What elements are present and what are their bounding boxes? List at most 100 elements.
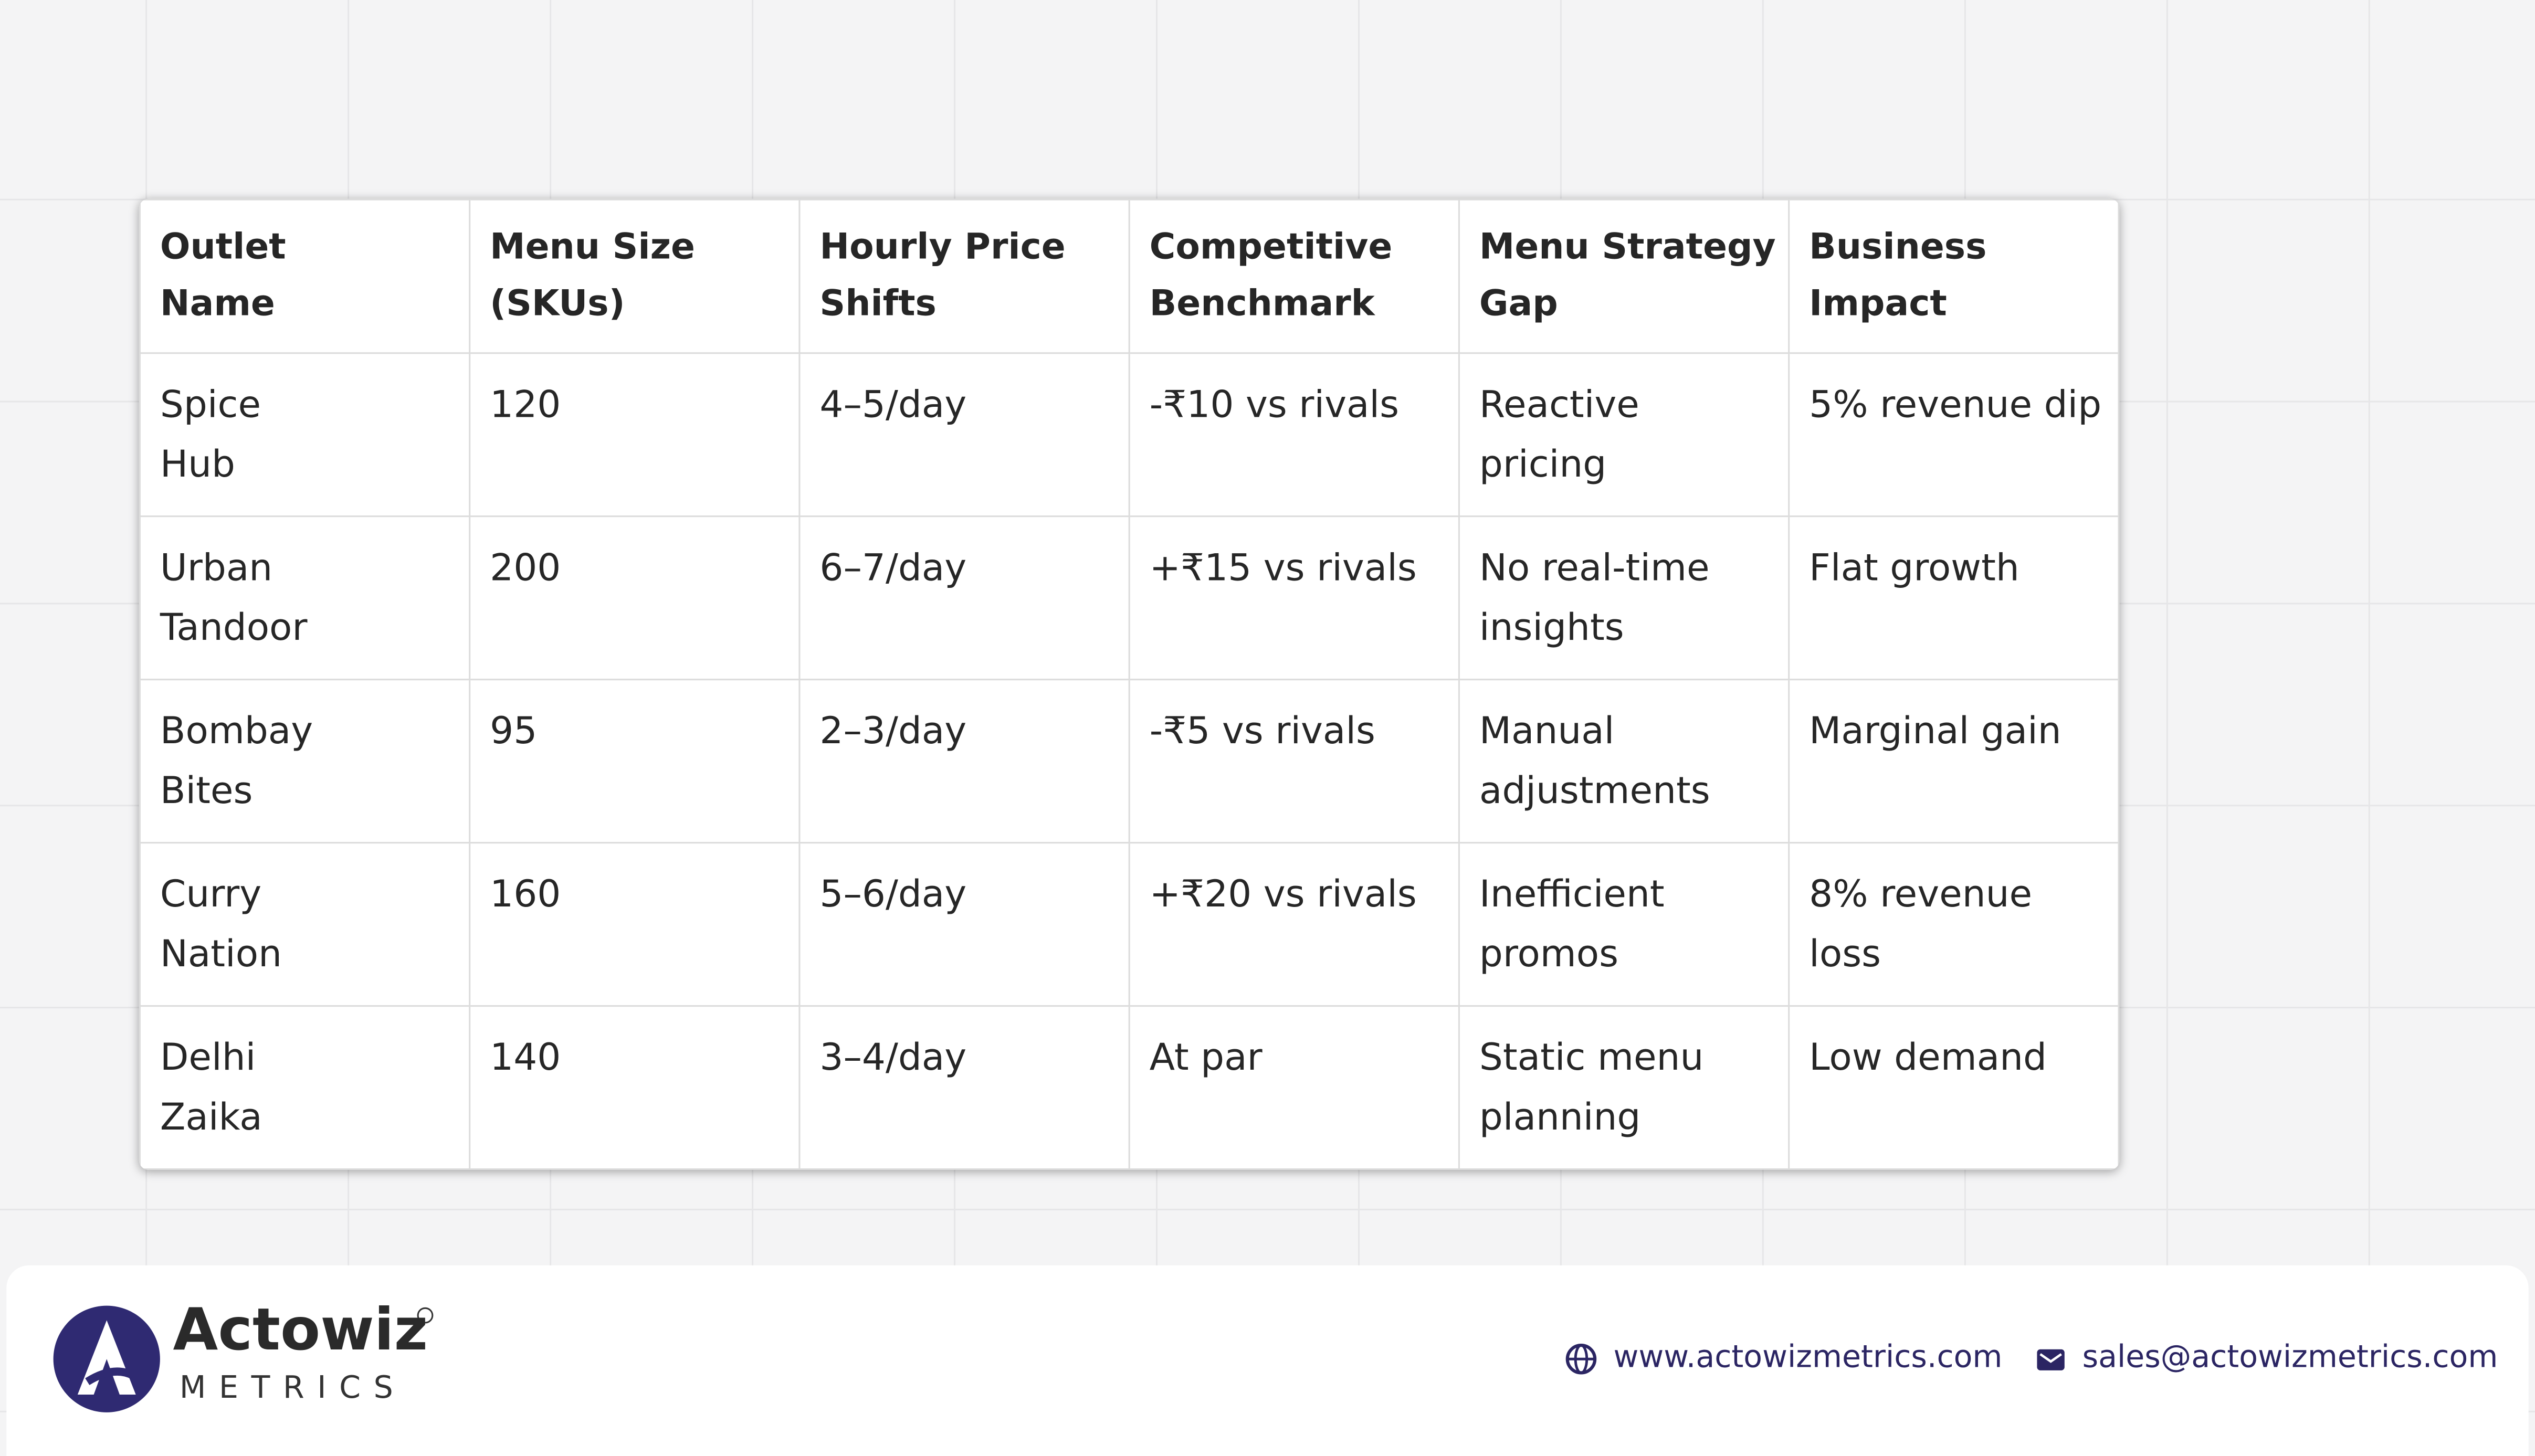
cell-line: Business xyxy=(1809,228,1987,269)
table-row: Bombay Bites 95 2–3/day -₹5 vs rivals Manual a… xyxy=(139,679,2120,844)
cell-line: No real-time xyxy=(1479,547,1710,590)
table-cell: Inefficient promos xyxy=(1458,842,1790,1007)
cell-line: Impact xyxy=(1809,284,1947,325)
table-cell: Marginal gain xyxy=(1788,679,2120,844)
header-cell: Hourly Price Shifts xyxy=(798,198,1130,354)
header-row: Outlet Name Menu Size (SKUs) Hourly Price Shi… xyxy=(139,198,2120,354)
table-cell: Reactive pricing xyxy=(1458,352,1790,518)
table-cell: +₹15 vs rivals xyxy=(1128,515,1460,681)
data-table: Outlet Name Menu Size (SKUs) Hourly Price Shi… xyxy=(139,198,2120,1170)
table-cell: Flat growth xyxy=(1788,515,2120,681)
cell-line: 140 xyxy=(490,1037,561,1080)
cell-line: At par xyxy=(1149,1037,1263,1080)
table-row: Urban Tandoor 200 6–7/day +₹15 vs rivals No r… xyxy=(139,515,2120,681)
cell-line: Name xyxy=(160,284,275,325)
globe-icon xyxy=(1565,1344,1597,1375)
cell-line: planning xyxy=(1479,1097,1641,1140)
cell-line: 2–3/day xyxy=(819,711,967,753)
table-cell: 5–6/day xyxy=(798,842,1130,1007)
cell-line: 3–4/day xyxy=(819,1037,967,1080)
table-cell: Static menu planning xyxy=(1458,1005,1790,1170)
table-cell: Manual adjustments xyxy=(1458,679,1790,844)
header-cell: Competitive Benchmark xyxy=(1128,198,1460,354)
table-cell: 95 xyxy=(469,679,801,844)
table-cell: 140 xyxy=(469,1005,801,1170)
cell-line: Nation xyxy=(160,934,282,976)
cell-line: Inefficient xyxy=(1479,874,1665,916)
cell-line: Shifts xyxy=(819,284,937,325)
cell-line: Static menu xyxy=(1479,1037,1704,1080)
cell-line: 4–5/day xyxy=(819,384,967,427)
website-link[interactable]: www.actowizmetrics.com xyxy=(1613,1339,2003,1376)
cell-line: pricing xyxy=(1479,444,1607,487)
cell-line: Low demand xyxy=(1809,1037,2047,1080)
table-cell: Bombay Bites xyxy=(139,679,471,844)
cell-line: insights xyxy=(1479,607,1624,650)
header-cell: Menu Strategy Gap xyxy=(1458,198,1790,354)
email-link[interactable]: sales@actowizmetrics.com xyxy=(2082,1339,2498,1376)
table-cell: 2–3/day xyxy=(798,679,1130,844)
brand-sub: METRICS xyxy=(179,1370,406,1406)
cell-line: loss xyxy=(1809,934,1881,976)
cell-line: Bites xyxy=(160,771,253,813)
table-cell: +₹20 vs rivals xyxy=(1128,842,1460,1007)
table-body: Spice Hub 120 4–5/day -₹10 vs rivals Reactive… xyxy=(139,352,2120,1170)
cell-line: Menu Size xyxy=(490,228,696,269)
cell-line: 6–7/day xyxy=(819,547,967,590)
cell-line: Delhi xyxy=(160,1037,256,1080)
header-cell: Menu Size (SKUs) xyxy=(469,198,801,354)
cell-line: 160 xyxy=(490,874,561,916)
cell-line: 120 xyxy=(490,384,561,427)
cell-line: Hourly Price xyxy=(819,228,1066,269)
table-cell: 5% revenue dip xyxy=(1788,352,2120,518)
cell-line: Marginal gain xyxy=(1809,711,2061,753)
table-cell: No real-time insights xyxy=(1458,515,1790,681)
cell-line: Competitive xyxy=(1149,228,1393,269)
table-cell: 4–5/day xyxy=(798,352,1130,518)
logo-mark xyxy=(53,1305,434,1412)
cell-line: Urban xyxy=(160,547,273,590)
cell-line: 8% revenue xyxy=(1809,874,2033,916)
table-row: Spice Hub 120 4–5/day -₹10 vs rivals Reactive… xyxy=(139,352,2120,518)
cell-line: +₹15 vs rivals xyxy=(1149,547,1417,590)
cell-line: Curry xyxy=(160,874,262,916)
header-cell: Business Impact xyxy=(1788,198,2120,354)
cell-line: Manual xyxy=(1479,711,1615,753)
table-cell: At par xyxy=(1128,1005,1460,1170)
table-cell: 120 xyxy=(469,352,801,518)
cell-line: Menu Strategy xyxy=(1479,228,1776,269)
table-cell: 8% revenue loss xyxy=(1788,842,2120,1007)
cell-line: (SKUs) xyxy=(490,284,625,325)
cell-line: Flat growth xyxy=(1809,547,2019,590)
cell-line: adjustments xyxy=(1479,771,1710,813)
cell-line: Spice xyxy=(160,384,261,427)
table-cell: Low demand xyxy=(1788,1005,2120,1170)
cell-line: Tandoor xyxy=(160,607,308,650)
cell-line: -₹10 vs rivals xyxy=(1149,384,1399,427)
cell-line: Zaika xyxy=(160,1097,262,1140)
table-cell: Curry Nation xyxy=(139,842,471,1007)
table-cell: 6–7/day xyxy=(798,515,1130,681)
table-cell: -₹10 vs rivals xyxy=(1128,352,1460,518)
table-cell: 160 xyxy=(469,842,801,1007)
brand-name: Actowiz xyxy=(173,1297,428,1364)
table-cell: Spice Hub xyxy=(139,352,471,518)
footer xyxy=(6,1265,2529,1456)
table-cell: Urban Tandoor xyxy=(139,515,471,681)
cell-line: +₹20 vs rivals xyxy=(1149,874,1417,916)
cell-line: Benchmark xyxy=(1149,284,1375,325)
cell-line: Reactive xyxy=(1479,384,1639,427)
cell-line: 95 xyxy=(490,711,538,753)
cell-line: promos xyxy=(1479,934,1619,976)
table-cell: -₹5 vs rivals xyxy=(1128,679,1460,844)
cell-line: 200 xyxy=(490,547,561,590)
mail-icon xyxy=(2037,1349,2065,1370)
table-cell: 200 xyxy=(469,515,801,681)
header-cell: Outlet Name xyxy=(139,198,471,354)
cell-line: 5% revenue dip xyxy=(1809,384,2102,427)
table-row: Delhi Zaika 140 3–4/day At par Static menu pla… xyxy=(139,1005,2120,1170)
cell-line: Gap xyxy=(1479,284,1558,325)
cell-line: -₹5 vs rivals xyxy=(1149,711,1375,753)
